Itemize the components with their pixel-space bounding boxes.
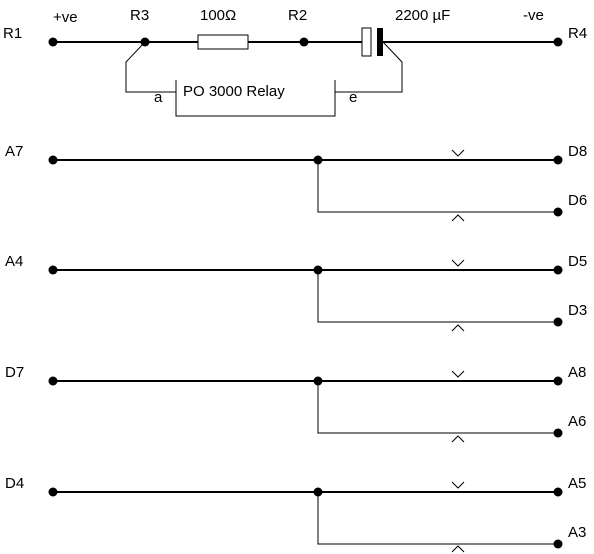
contact-mark-down [451, 259, 465, 267]
junction-node [313, 155, 323, 165]
label-negative: -ve [523, 7, 544, 24]
capacitor-plate-positive [361, 27, 372, 57]
label-relay: PO 3000 Relay [183, 83, 285, 100]
capacitor-plate-negative [377, 28, 383, 56]
terminal-right-top [553, 155, 563, 165]
terminal-right-bottom [553, 539, 563, 549]
junction-node [313, 265, 323, 275]
relay-lead-e [335, 41, 403, 93]
label-left: A7 [5, 143, 23, 160]
contact-mark-down [451, 370, 465, 378]
contact-line-branch [317, 270, 558, 323]
label-resistor-value: 100Ω [200, 7, 236, 24]
terminal-right-top [553, 265, 563, 275]
contact-line-branch [317, 381, 558, 434]
terminal-left [48, 487, 58, 497]
contact-line-branch [317, 160, 558, 213]
terminal-right-bottom [553, 317, 563, 327]
label-right-top: A8 [568, 364, 586, 381]
contact-mark-down [451, 481, 465, 489]
terminal-right-top [553, 487, 563, 497]
label-r4: R4 [568, 25, 587, 42]
terminal-right-bottom [553, 428, 563, 438]
top-circuit: R1 +ve R3 100Ω R2 2200 µF -ve R4 a PO 30… [3, 7, 587, 117]
label-right-bottom: A3 [568, 524, 586, 541]
contact-mark-down [451, 149, 465, 157]
contact-mark-up [451, 214, 465, 222]
label-r1: R1 [3, 25, 22, 42]
label-right-bottom: D3 [568, 302, 587, 319]
junction-node [313, 376, 323, 386]
junction-node [313, 487, 323, 497]
label-positive: +ve [53, 9, 78, 26]
contact-mark-up [451, 324, 465, 332]
label-r3: R3 [130, 7, 149, 24]
label-left: D4 [5, 475, 24, 492]
node-r3 [140, 37, 150, 47]
label-r2: R2 [288, 7, 307, 24]
contact-set-4: D4 A5 A3 [5, 475, 586, 553]
relay-box [175, 80, 336, 117]
terminal-right-bottom [553, 207, 563, 217]
label-right-top: A5 [568, 475, 586, 492]
node-r2 [299, 37, 309, 47]
contact-set-1: A7 D8 D6 [5, 143, 587, 222]
terminal-r4 [553, 37, 563, 47]
label-right-bottom: D6 [568, 192, 587, 209]
terminal-r1 [48, 37, 58, 47]
label-capacitor-value: 2200 µF [395, 7, 450, 24]
label-left: A4 [5, 253, 23, 270]
label-right-bottom: A6 [568, 413, 586, 430]
label-left: D7 [5, 364, 24, 381]
terminal-left [48, 265, 58, 275]
contact-mark-up [451, 435, 465, 443]
terminal-left [48, 155, 58, 165]
relay-lead-a [125, 41, 176, 93]
terminal-right-top [553, 376, 563, 386]
contact-line-branch [317, 492, 558, 545]
contact-mark-up [451, 545, 465, 553]
label-relay-pin-a: a [154, 89, 163, 106]
resistor [197, 34, 249, 50]
contact-set-2: A4 D5 D3 [5, 253, 587, 332]
label-right-top: D5 [568, 253, 587, 270]
contact-set-3: D7 A8 A6 [5, 364, 586, 443]
label-right-top: D8 [568, 143, 587, 160]
label-relay-pin-e: e [349, 89, 357, 106]
terminal-left [48, 376, 58, 386]
